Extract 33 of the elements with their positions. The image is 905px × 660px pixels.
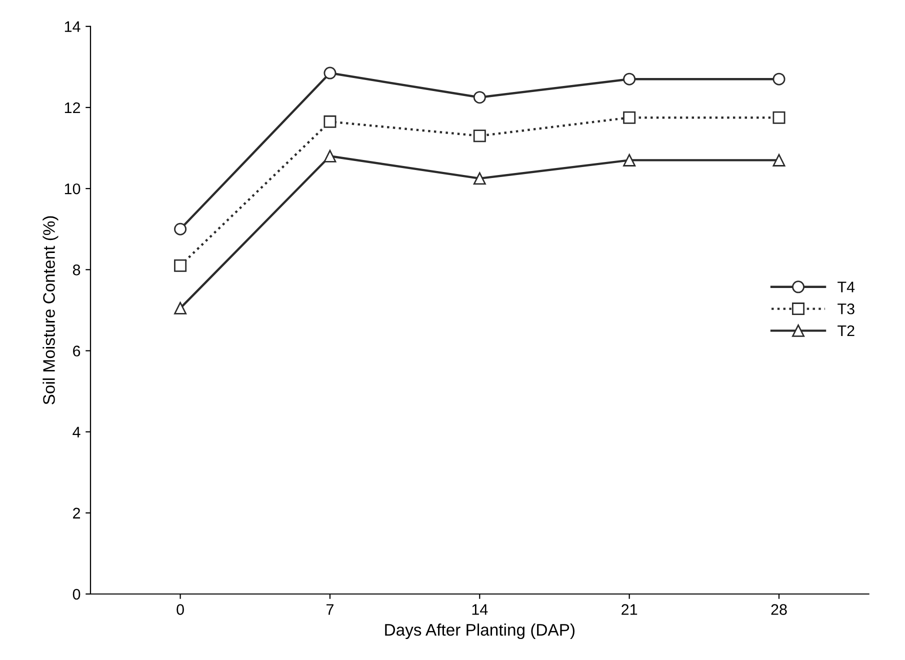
point [623, 154, 636, 166]
point [324, 66, 336, 80]
legend-label: T4 [838, 282, 855, 292]
legend-label: T2 [838, 325, 854, 336]
point [772, 154, 786, 166]
point [324, 115, 336, 128]
point [623, 111, 636, 124]
point [772, 111, 786, 124]
y-tick-label: 8 [72, 264, 80, 276]
point [174, 302, 187, 314]
point [623, 72, 636, 86]
x-tick-label: 7 [326, 604, 334, 615]
point [473, 172, 486, 185]
y-tick-label: 10 [64, 183, 80, 194]
y-tick-label: 12 [64, 102, 80, 114]
x-tick-label: 21 [622, 604, 638, 615]
point [473, 91, 486, 104]
y-tick-label: 2 [73, 508, 80, 518]
x-tick-label: 14 [472, 604, 488, 615]
y-axis-title: Soil Moisture Content (%) [42, 216, 58, 404]
point [174, 259, 187, 272]
point [473, 130, 486, 142]
x-tick-label: 28 [771, 604, 787, 615]
point [174, 222, 187, 236]
point [772, 72, 786, 86]
x-tick-label: 0 [176, 604, 184, 615]
x-axis-title: Days After Planting (DAP) [385, 624, 574, 640]
legend-label: T3 [838, 303, 854, 314]
y-tick-label: 0 [72, 588, 80, 600]
y-tick-label: 4 [72, 426, 80, 438]
point [324, 150, 336, 162]
y-tick-label: 6 [73, 346, 80, 356]
y-tick-label: 14 [64, 21, 80, 32]
